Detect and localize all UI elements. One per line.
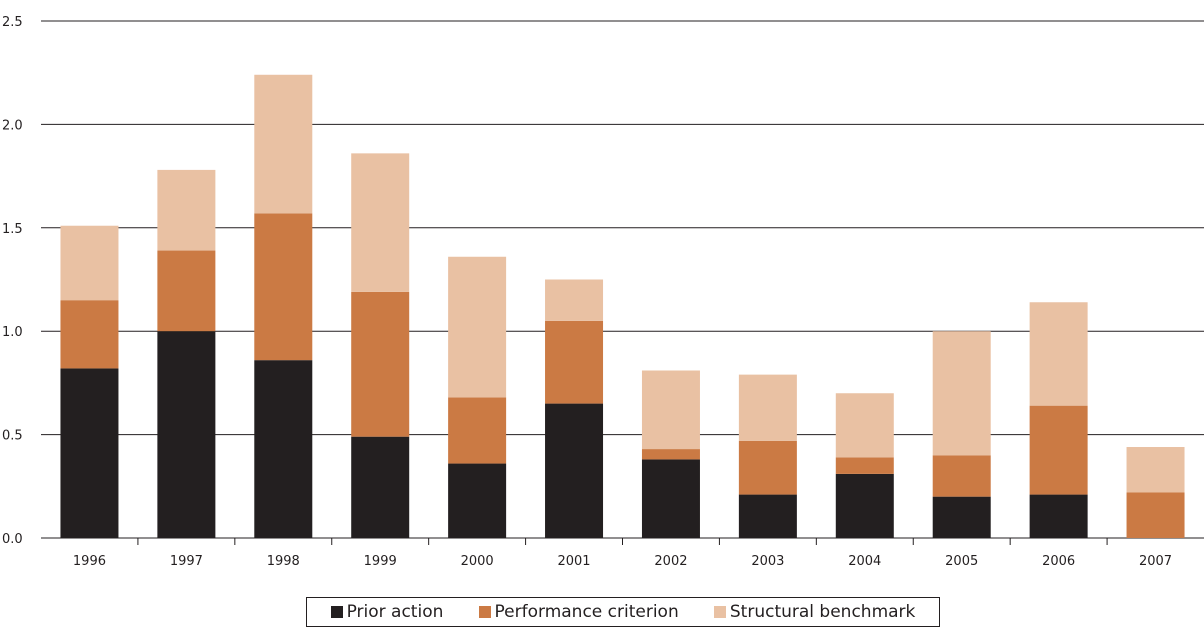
x-tick-label: 2003 <box>751 554 784 569</box>
x-tick-label: 1997 <box>170 554 203 569</box>
x-tick-label: 2007 <box>1139 554 1172 569</box>
gridlines <box>41 20 1204 539</box>
bars <box>60 74 1185 538</box>
bar-segment <box>932 331 991 456</box>
x-tick-label: 2001 <box>557 554 590 569</box>
bar-segment <box>254 74 313 214</box>
bar-segment <box>835 473 894 538</box>
y-tick-label: 2.0 <box>2 118 23 133</box>
bar-segment <box>351 291 410 437</box>
bar-segment <box>351 153 410 292</box>
bar-segment <box>60 225 119 301</box>
y-tick-label: 0.0 <box>2 532 23 547</box>
bar-segment <box>1029 405 1088 495</box>
x-tick-label: 2004 <box>848 554 881 569</box>
x-tick-label: 2006 <box>1042 554 1075 569</box>
bar-segment <box>932 496 991 538</box>
legend-swatch-structural-benchmark <box>713 606 726 618</box>
legend-item-structural-benchmark: Structural benchmark <box>713 602 916 622</box>
legend-item-performance-criterion: Performance criterion <box>478 602 679 622</box>
bar-segment <box>1029 494 1088 538</box>
x-tick-label: 2005 <box>945 554 978 569</box>
x-tick-label: 2000 <box>461 554 494 569</box>
bar-segment <box>60 368 119 538</box>
x-tick-label: 1996 <box>73 554 106 569</box>
bar-segment <box>448 463 507 538</box>
bar-segment <box>351 436 410 538</box>
y-tick-label: 2.5 <box>2 15 23 30</box>
legend-label-performance-criterion: Performance criterion <box>494 602 679 622</box>
bar-segment <box>448 256 507 398</box>
legend-item-prior-action: Prior action <box>330 602 444 622</box>
y-tick-label: 1.5 <box>2 222 23 237</box>
legend-swatch-performance-criterion <box>478 606 491 618</box>
x-tick-label: 1998 <box>267 554 300 569</box>
bar-segment <box>738 494 797 538</box>
bar-segment <box>738 374 797 441</box>
bar-segment <box>60 300 119 369</box>
bar-segment <box>448 397 507 464</box>
bar-segment <box>835 393 894 458</box>
bar-segment <box>835 457 894 474</box>
y-tick-label: 0.5 <box>2 429 23 444</box>
y-axis-tick-labels: 0.0 0.5 1.0 1.5 2.0 2.5 <box>2 15 23 547</box>
bar-segment <box>932 455 991 497</box>
stacked-bar-chart: 0.0 0.5 1.0 1.5 2.0 2.5 1996 1997 1998 1999 2000 2… <box>2 15 1204 569</box>
bar-segment <box>254 213 313 361</box>
bar-segment <box>157 169 216 251</box>
x-axis-tick-labels: 1996 1997 1998 1999 2000 2001 2002 2003 2004 2005… <box>73 538 1172 569</box>
bar-segment <box>545 320 604 404</box>
bar-segment <box>641 449 700 460</box>
bar-segment <box>641 459 700 538</box>
legend-label-structural-benchmark: Structural benchmark <box>729 602 916 622</box>
bar-segment <box>157 250 216 332</box>
bar-segment <box>1029 302 1088 406</box>
legend-swatch-prior-action <box>330 606 343 618</box>
bar-segment <box>1126 492 1185 538</box>
legend: Prior action Performance criterion Struc… <box>306 597 940 627</box>
bar-segment <box>738 440 797 495</box>
y-tick-label: 1.0 <box>2 325 23 340</box>
legend-label-prior-action: Prior action <box>346 602 444 622</box>
bar-segment <box>545 403 604 538</box>
bar-segment <box>1126 447 1185 493</box>
x-tick-label: 2002 <box>654 554 687 569</box>
bar-segment <box>157 331 216 538</box>
bar-segment <box>641 370 700 450</box>
bar-segment <box>254 360 313 538</box>
x-tick-label: 1999 <box>364 554 397 569</box>
bar-segment <box>545 279 604 321</box>
